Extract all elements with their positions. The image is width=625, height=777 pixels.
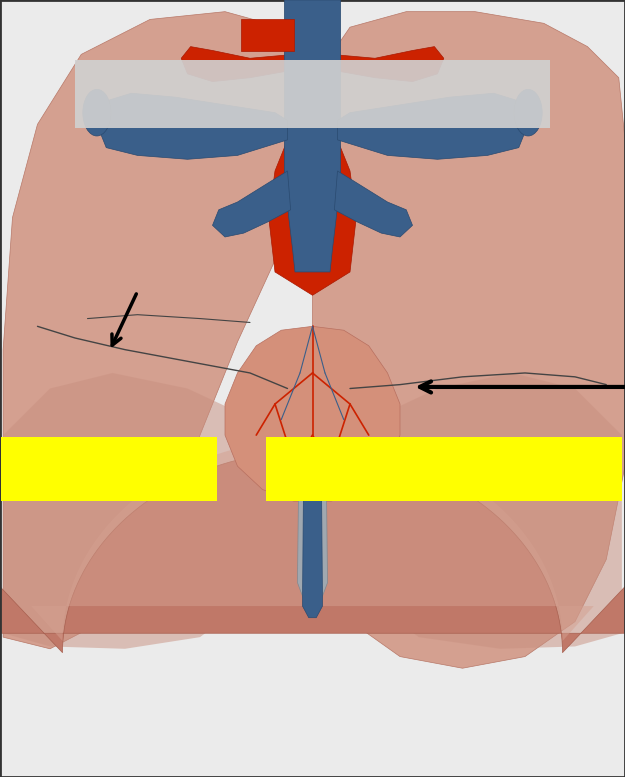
Polygon shape [213,171,291,237]
Polygon shape [225,326,400,501]
Polygon shape [331,373,622,649]
Bar [241,19,294,51]
Polygon shape [334,171,412,237]
Polygon shape [284,0,341,272]
Polygon shape [312,12,625,668]
Polygon shape [3,12,312,649]
Bar [75,60,550,128]
Polygon shape [97,93,288,159]
Polygon shape [302,451,322,618]
Bar [266,437,622,501]
Polygon shape [181,47,294,82]
Polygon shape [269,0,356,295]
Ellipse shape [514,89,542,136]
Polygon shape [0,451,625,653]
Polygon shape [338,93,528,159]
Polygon shape [3,373,288,649]
Ellipse shape [82,89,111,136]
Bar [1,437,217,501]
Polygon shape [331,47,444,82]
Polygon shape [31,439,594,641]
Polygon shape [298,466,328,606]
